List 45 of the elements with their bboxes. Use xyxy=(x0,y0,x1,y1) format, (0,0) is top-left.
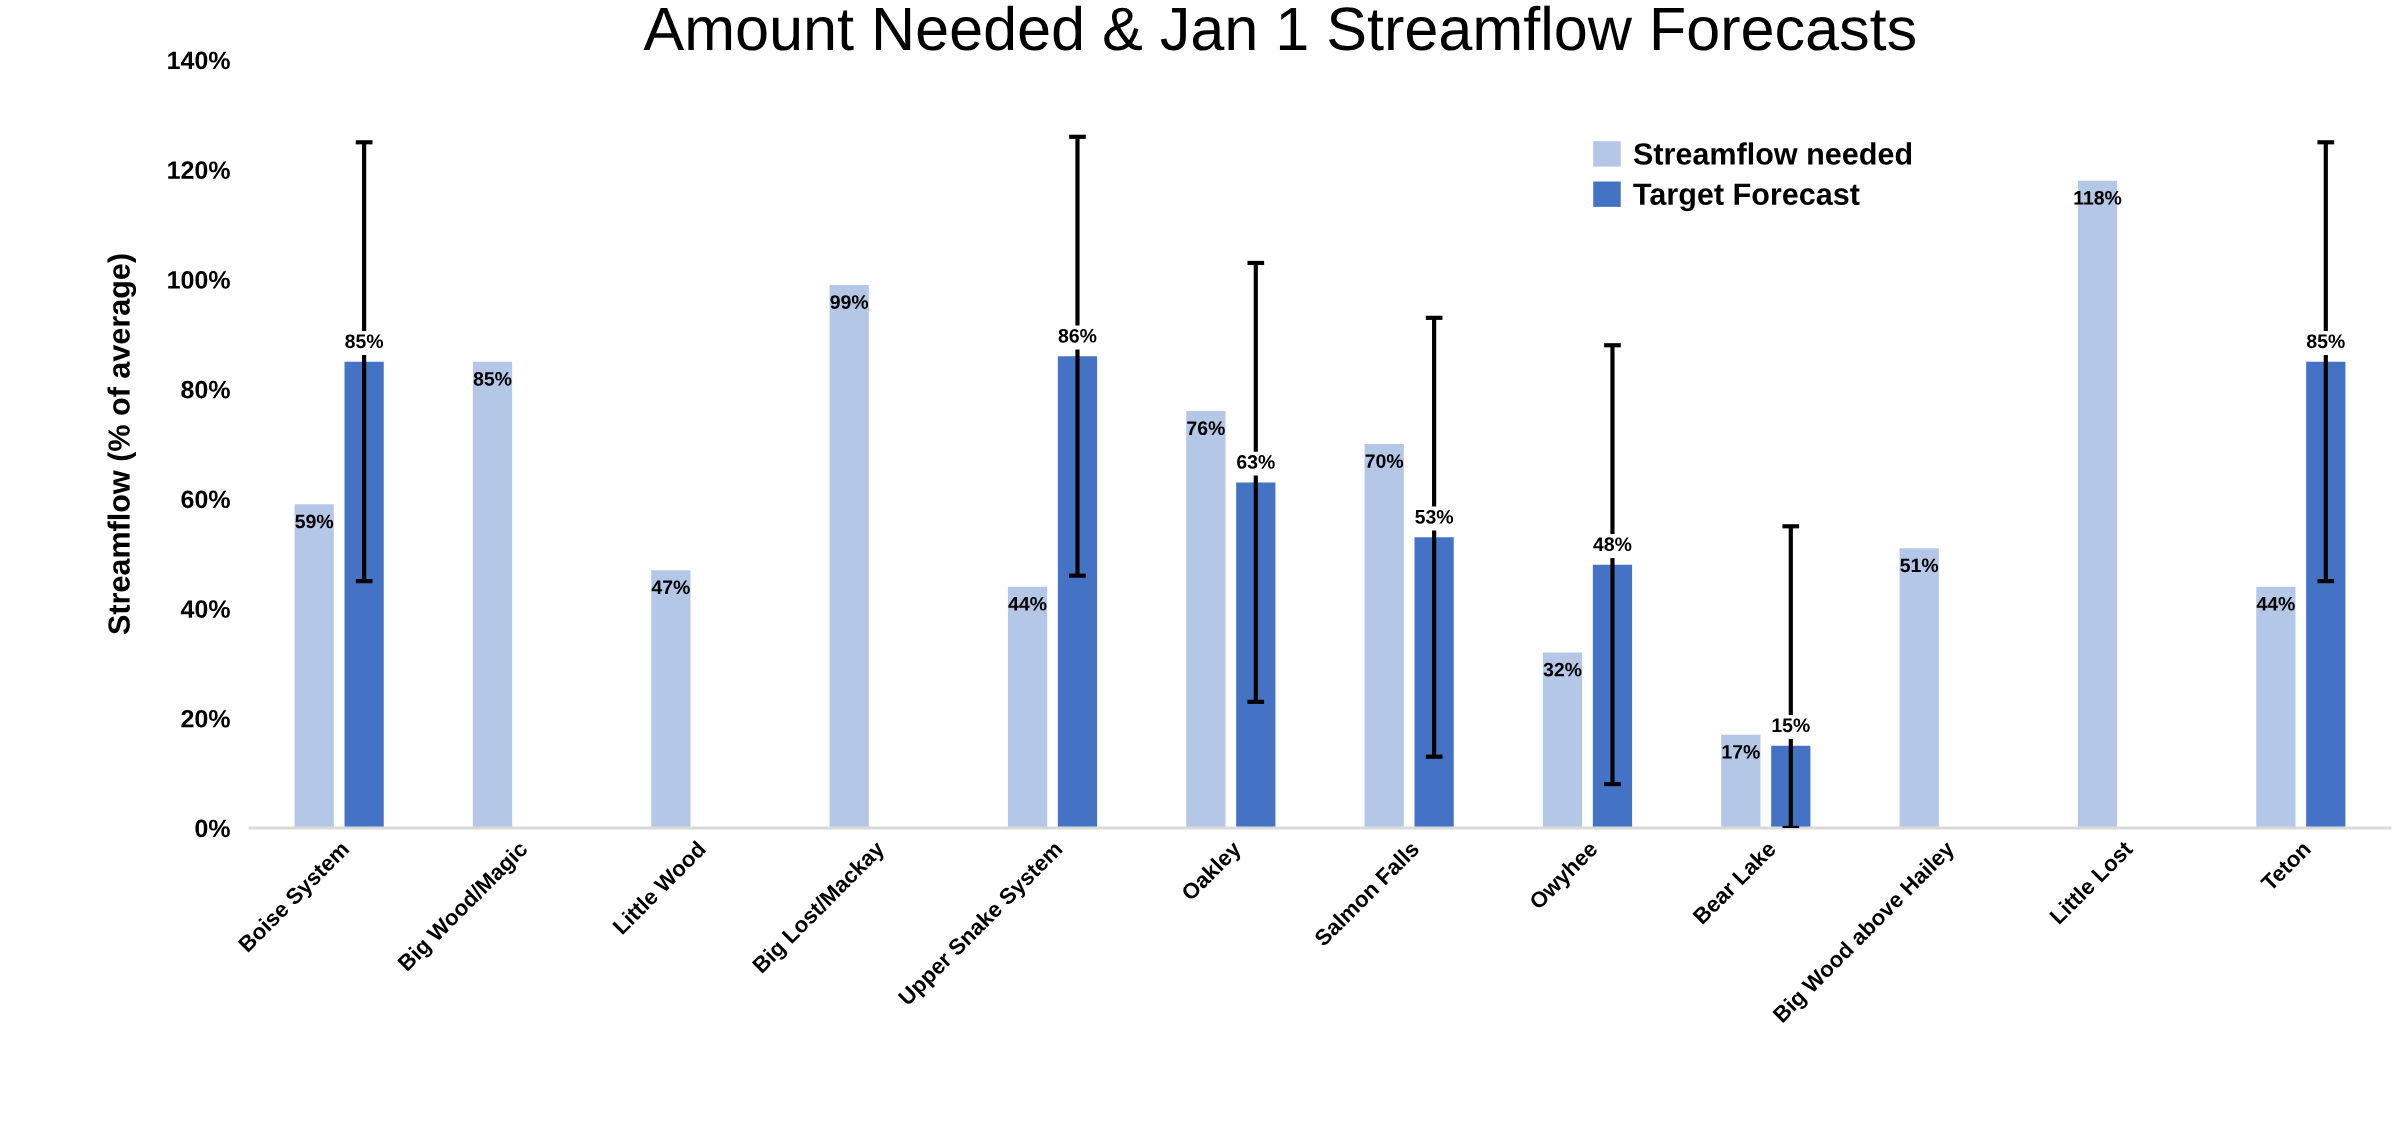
bar xyxy=(2306,361,2346,828)
data-label: 48% xyxy=(1593,537,1632,552)
data-label: 47% xyxy=(651,580,690,595)
data-label: 51% xyxy=(1900,558,1939,573)
data-label: 85% xyxy=(345,334,384,349)
y-tick-label: 100% xyxy=(168,271,230,289)
y-tick-label: 20% xyxy=(181,709,230,728)
bar xyxy=(294,504,334,828)
data-label: 59% xyxy=(295,514,334,529)
y-axis-title: Streamflow (% of average) xyxy=(107,254,137,635)
bar xyxy=(1007,586,1048,828)
data-label: 70% xyxy=(1365,454,1404,468)
data-label: 53% xyxy=(1415,509,1454,524)
chart-title: Amount Needed & Jan 1 Streamflow Forecasts xyxy=(643,5,1915,51)
legend-label: Target Forecast xyxy=(1633,183,1860,212)
data-label: 85% xyxy=(473,371,512,386)
bar xyxy=(1057,356,1098,828)
y-tick-label: 80% xyxy=(181,380,230,399)
bar xyxy=(829,284,869,828)
y-tick-label: 0% xyxy=(195,819,230,838)
y-tick-label: 40% xyxy=(180,600,230,618)
bar xyxy=(1899,548,1939,828)
bar xyxy=(1364,444,1404,828)
data-label: 32% xyxy=(1543,662,1582,677)
legend-label: Streamflow needed xyxy=(1633,142,1912,165)
data-label: 44% xyxy=(2256,596,2295,611)
data-label: 86% xyxy=(1058,328,1097,343)
y-tick-label: 60% xyxy=(181,490,230,509)
data-label: 63% xyxy=(1237,455,1275,469)
bar xyxy=(344,361,384,828)
bar xyxy=(472,361,513,828)
bar xyxy=(1186,411,1226,828)
y-tick-label: 120% xyxy=(168,161,230,180)
bar xyxy=(1542,652,1583,828)
y-tick-label: 140% xyxy=(168,51,230,70)
bar xyxy=(1721,734,1761,828)
data-label: 44% xyxy=(1008,596,1047,611)
bar xyxy=(651,570,691,828)
data-label: 99% xyxy=(830,295,869,309)
data-label: 118% xyxy=(2074,190,2122,205)
data-label: 15% xyxy=(1772,718,1810,733)
data-label: 17% xyxy=(1722,745,1760,759)
data-label: 85% xyxy=(2306,334,2345,349)
bar xyxy=(2256,586,2296,828)
data-label: 76% xyxy=(1187,421,1225,436)
